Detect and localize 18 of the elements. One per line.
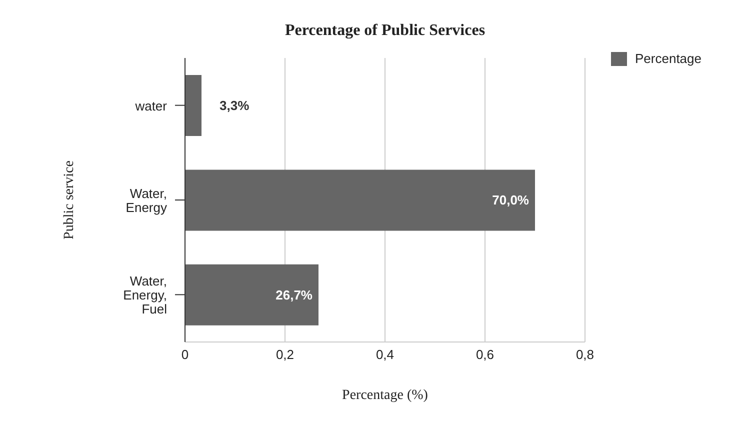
x-axis-title: Percentage (%) [341,388,429,404]
data-label: 26,7% [276,287,313,302]
x-tick-label: 0,6 [476,347,494,362]
bar [185,170,535,231]
data-label: 70,0% [492,192,530,208]
y-tick-label: Water, Energy [126,186,168,214]
chart-title: Percentage of Public Services [284,22,486,40]
bar [185,264,318,326]
x-tick-label: 0 [181,347,189,362]
x-tick-label: 0,8 [576,347,594,362]
x-tick-label: 0,4 [376,347,394,362]
legend-label: Percentage [634,51,702,66]
data-label: 3,3% [220,98,250,114]
y-axis-title: Public service [62,160,78,240]
bar [185,75,202,136]
y-tick-label: water [134,98,168,113]
y-tick-label: Water, Energy, Fuel [123,273,168,316]
x-tick-label: 0,2 [276,347,294,362]
